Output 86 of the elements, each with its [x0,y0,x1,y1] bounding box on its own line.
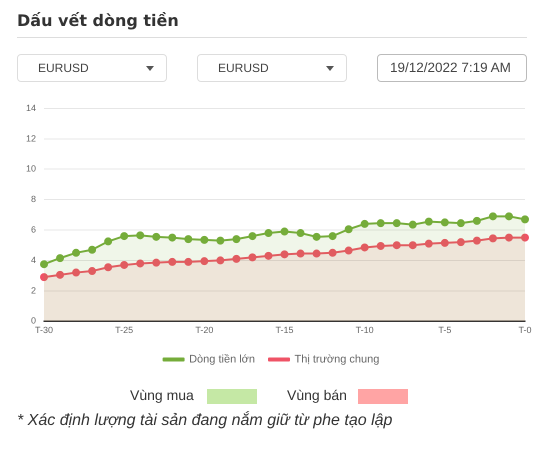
point [168,234,176,242]
point [344,246,353,255]
point [521,215,529,224]
point [504,234,513,242]
y-tick-label: 4 [30,254,36,265]
point [472,236,481,245]
point [392,241,401,250]
point [296,229,305,238]
y-tick-label: 14 [26,102,36,113]
point [408,220,417,229]
point [72,268,80,277]
point [200,257,208,266]
point [344,225,353,234]
point [472,216,481,225]
point [312,250,321,258]
point [152,258,160,267]
point [376,242,385,250]
point [56,270,64,279]
point [312,232,321,241]
point [40,273,48,282]
point [440,218,449,226]
point [120,232,128,240]
point [248,253,256,262]
point [216,236,224,245]
point [216,256,224,264]
text: Vùng bán [287,387,347,403]
y-tick-label: 0 [30,316,36,326]
legend-label: Thị trường chung [294,354,380,366]
point [152,232,160,241]
point [40,260,48,268]
x-tick-label: T-5 [438,325,452,336]
point [456,219,465,228]
point [376,219,385,228]
point [104,263,112,272]
y-tick-label: 6 [30,224,36,234]
legend-label: Dòng tiền lớn [189,354,256,366]
point [56,254,64,262]
x-tick-label: T-20 [195,325,214,336]
point [184,235,192,244]
x-tick-label: T-15 [276,325,294,336]
point [296,250,305,258]
y-tick-label: 2 [30,285,36,296]
text: 19/12/2022 7:19 AM [377,54,527,82]
point [104,237,112,246]
point [136,259,144,268]
text: EURUSD [38,60,89,77]
point [136,231,144,240]
x-tick-label: T-30 [35,325,54,336]
point [248,232,256,240]
point [264,252,272,260]
point [88,267,96,276]
point [280,228,289,236]
y-tick-label: 10 [26,164,36,174]
point [328,232,337,240]
chart-title: Dấu vết dòng tiền [17,11,179,30]
text: Vùng mua [130,387,194,403]
x-tick-label: T-0 [518,325,532,336]
point [264,229,272,238]
point [232,254,240,263]
point [440,238,449,247]
point [392,219,401,228]
point [504,212,513,220]
point [488,234,497,242]
point [424,218,433,226]
point [280,250,289,258]
point [521,234,529,242]
point [88,246,96,254]
text: * Xác định lượng tài sản đang nắm giữ từ phe tạo lập [17,412,392,430]
point [200,236,208,244]
point [168,258,176,266]
point [328,248,337,257]
point [120,260,128,269]
point [424,240,433,248]
x-tick-label: T-25 [115,325,134,336]
point [456,238,465,246]
y-tick-label: 12 [26,133,36,144]
text: EURUSD [218,60,269,77]
point [408,241,417,250]
point [72,248,80,257]
point [360,243,369,252]
point [232,235,240,244]
y-tick-label: 8 [30,194,36,204]
point [184,258,192,266]
point [360,220,369,228]
x-tick-label: T-10 [356,325,374,336]
point [488,212,497,220]
